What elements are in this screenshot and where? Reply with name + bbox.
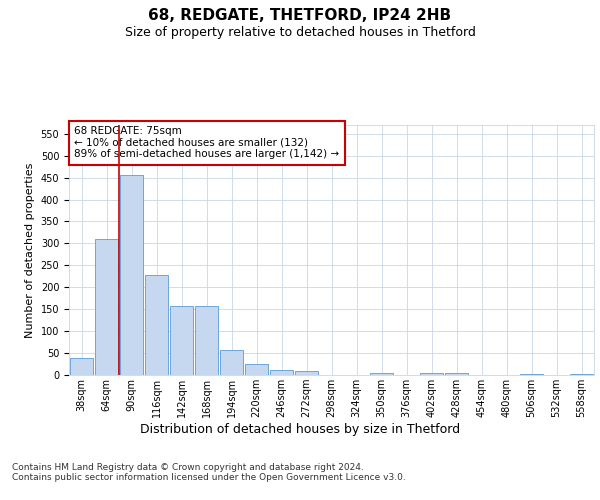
Text: Size of property relative to detached houses in Thetford: Size of property relative to detached ho… [125,26,475,39]
Bar [145,275,168,375]
Bar [120,176,143,375]
Bar [370,373,393,375]
Text: 68, REDGATE, THETFORD, IP24 2HB: 68, REDGATE, THETFORD, IP24 2HB [148,8,452,22]
Bar [70,358,93,375]
Bar [270,370,293,375]
Bar [220,350,243,375]
Bar [420,373,443,375]
Y-axis label: Number of detached properties: Number of detached properties [25,162,35,338]
Text: Contains HM Land Registry data © Crown copyright and database right 2024.
Contai: Contains HM Land Registry data © Crown c… [12,462,406,482]
Bar [95,239,118,375]
Text: Distribution of detached houses by size in Thetford: Distribution of detached houses by size … [140,422,460,436]
Bar [520,374,543,375]
Bar [570,374,593,375]
Text: 68 REDGATE: 75sqm
← 10% of detached houses are smaller (132)
89% of semi-detache: 68 REDGATE: 75sqm ← 10% of detached hous… [74,126,340,160]
Bar [445,373,468,375]
Bar [195,306,218,375]
Bar [295,371,318,375]
Bar [245,364,268,375]
Bar [170,306,193,375]
